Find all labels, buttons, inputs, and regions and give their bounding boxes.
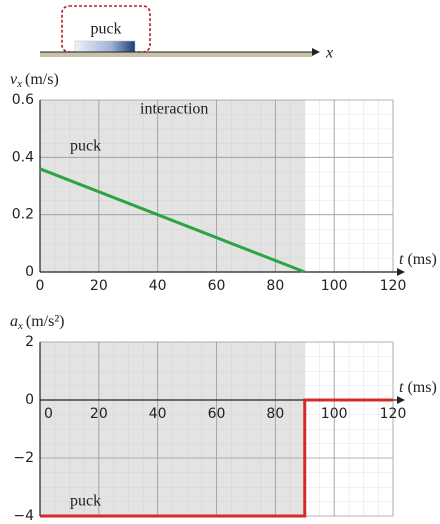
x-label-unit: (ms) bbox=[407, 379, 436, 396]
x-tick-label: 20 bbox=[90, 406, 108, 422]
y-label-unit: (m/s) bbox=[25, 71, 59, 88]
ground bbox=[40, 52, 312, 57]
y-tick-label: 0.4 bbox=[12, 149, 34, 165]
series-label: puck bbox=[70, 493, 101, 510]
x-label-symbol: t bbox=[399, 251, 404, 268]
axis-label: x bbox=[325, 45, 333, 62]
x-tick-label: 0 bbox=[36, 278, 45, 294]
annotation: interaction bbox=[140, 101, 208, 118]
x-axis-arrow bbox=[397, 268, 405, 276]
y-tick-label: 0 bbox=[25, 392, 34, 408]
x-tick-label: 80 bbox=[266, 278, 284, 294]
x-tick-label: 20 bbox=[90, 278, 108, 294]
y-label-unit: (m/s²) bbox=[26, 313, 65, 330]
y-tick-label: 2 bbox=[25, 334, 34, 350]
y-label-symbol: a bbox=[10, 313, 18, 330]
y-tick-label: 0 bbox=[25, 264, 34, 280]
y-tick-label: 0.6 bbox=[12, 92, 34, 108]
y-tick-label: 0.2 bbox=[12, 207, 34, 223]
x-tick-label: 0 bbox=[44, 406, 53, 422]
y-label-symbol: v bbox=[10, 71, 18, 88]
x-tick-label: 60 bbox=[208, 406, 226, 422]
arrow-head bbox=[312, 48, 320, 56]
y-label-subscript: x bbox=[16, 78, 22, 90]
series-label: puck bbox=[70, 137, 101, 154]
x-axis-label: t (ms) bbox=[399, 251, 437, 268]
y-label-subscript: x bbox=[17, 320, 23, 332]
x-tick-label: 100 bbox=[321, 406, 348, 422]
y-axis-label: ax (m/s²) bbox=[10, 313, 64, 332]
y-tick-label: −4 bbox=[13, 508, 34, 524]
x-label-unit: (ms) bbox=[407, 251, 436, 268]
data-line bbox=[40, 398, 393, 518]
puck bbox=[74, 40, 136, 53]
x-tick-label: 40 bbox=[149, 406, 167, 422]
chart: 0 20 40 60 80 100 120 0 0.2 0.4 0.6 vx (m/s) t (ms) int… bbox=[10, 71, 437, 294]
x-axis-label: t (ms) bbox=[399, 379, 437, 396]
x-tick-label: 40 bbox=[149, 278, 167, 294]
puck-label: puck bbox=[90, 21, 121, 38]
y-tick-label: −2 bbox=[13, 450, 34, 466]
y-axis-label: vx (m/s) bbox=[10, 71, 59, 90]
puck-diagram: puck x bbox=[40, 5, 333, 62]
system-boundary bbox=[61, 5, 151, 53]
x-tick-label: 120 bbox=[380, 278, 407, 294]
data-line bbox=[39, 167, 306, 274]
x-tick-label: 60 bbox=[208, 278, 226, 294]
x-label-symbol: t bbox=[399, 379, 404, 396]
x-tick-label: 100 bbox=[321, 278, 348, 294]
x-tick-label: 120 bbox=[380, 406, 407, 422]
x-tick-label: 80 bbox=[266, 406, 284, 422]
x-axis-arrow bbox=[397, 396, 405, 404]
